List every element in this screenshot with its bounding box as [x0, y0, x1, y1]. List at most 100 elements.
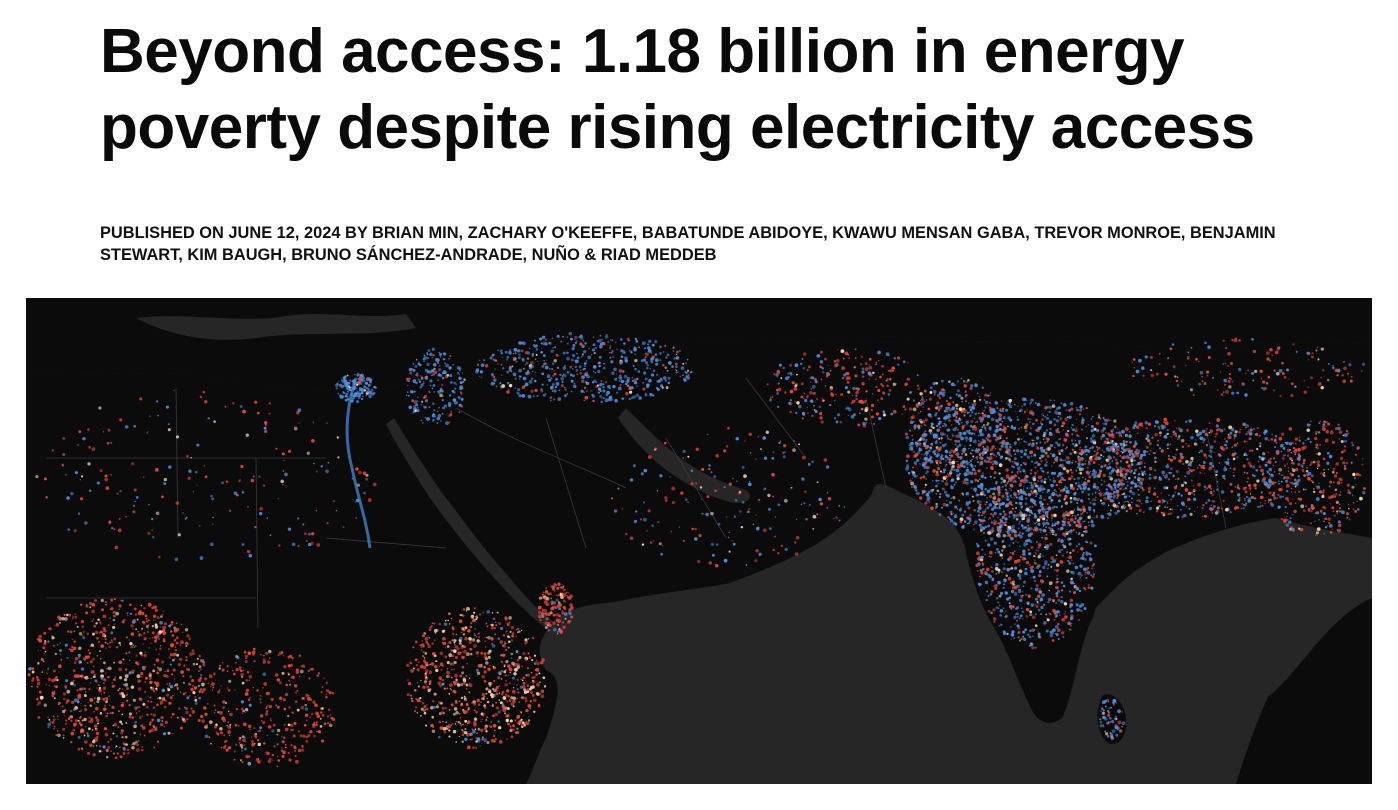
light-dot	[958, 407, 963, 412]
light-dot	[945, 479, 948, 482]
light-dot	[1054, 458, 1058, 462]
light-dot	[1074, 482, 1078, 485]
light-dot	[916, 405, 919, 408]
light-dot	[626, 384, 630, 388]
light-dot	[892, 409, 897, 414]
light-dot	[413, 709, 417, 713]
light-dot	[562, 625, 566, 629]
light-dot	[1111, 431, 1113, 433]
light-dot	[1105, 432, 1107, 434]
light-dot	[1326, 461, 1330, 465]
light-dot	[911, 482, 914, 485]
light-dot	[1080, 533, 1084, 537]
light-dot	[522, 681, 526, 685]
light-dot	[1044, 546, 1046, 549]
light-dot	[1111, 720, 1115, 724]
light-dot	[1348, 491, 1352, 495]
light-dot	[1267, 501, 1270, 503]
light-dot	[614, 377, 618, 381]
light-dot	[1148, 491, 1150, 493]
light-dot	[1170, 508, 1174, 511]
light-dot	[1135, 448, 1139, 452]
light-dot	[1103, 480, 1106, 483]
light-dot	[1047, 510, 1050, 513]
light-dot	[634, 358, 638, 363]
light-dot	[568, 331, 573, 336]
light-dot	[544, 338, 547, 341]
city-lights-layer	[27, 331, 1366, 768]
light-dot	[1057, 415, 1060, 418]
light-dot	[1040, 454, 1043, 458]
light-dot	[561, 381, 564, 383]
light-dot	[1227, 435, 1232, 440]
light-dot	[1073, 582, 1075, 585]
light-dot	[875, 363, 877, 366]
light-dot	[449, 394, 452, 397]
light-dot	[990, 611, 993, 615]
light-dot	[793, 387, 798, 391]
light-dot	[1006, 525, 1008, 528]
light-dot	[1305, 466, 1309, 470]
light-dot	[1113, 419, 1117, 423]
light-dot	[967, 517, 971, 521]
light-dot	[820, 350, 823, 354]
light-dot	[1075, 418, 1078, 421]
light-dot	[1089, 458, 1093, 462]
light-dot	[1077, 435, 1080, 437]
light-dot	[1091, 493, 1094, 495]
light-dot	[453, 399, 456, 402]
light-dot	[1067, 460, 1071, 465]
light-dot	[1091, 425, 1094, 428]
light-dot	[1316, 467, 1319, 470]
light-dot	[493, 378, 497, 382]
light-dot	[1093, 573, 1096, 576]
light-dot	[853, 367, 855, 369]
light-dot	[1118, 433, 1122, 437]
light-dot	[1121, 725, 1123, 728]
light-dot	[502, 367, 505, 370]
light-dot	[1262, 452, 1266, 456]
light-dot	[1046, 617, 1048, 620]
light-dot	[935, 411, 938, 415]
light-dot	[885, 352, 890, 357]
light-dot	[1095, 446, 1099, 449]
light-dot	[923, 467, 926, 470]
light-dot	[415, 374, 419, 377]
light-dot	[1135, 463, 1138, 466]
light-dot	[1023, 440, 1026, 443]
light-dot	[1064, 501, 1068, 505]
light-dot	[1124, 427, 1129, 431]
light-dot	[616, 391, 619, 394]
light-dot	[1061, 463, 1064, 466]
light-dot	[1213, 505, 1216, 508]
light-dot	[1031, 501, 1033, 504]
light-dot	[969, 386, 973, 390]
light-dot	[685, 362, 687, 365]
light-dot	[1010, 566, 1014, 570]
light-dot	[619, 359, 622, 362]
light-dot	[1077, 521, 1080, 524]
light-dot	[599, 344, 603, 349]
light-dot	[348, 386, 351, 389]
light-dot	[956, 476, 960, 481]
light-dot	[1079, 576, 1082, 579]
light-dot	[932, 480, 934, 482]
light-dot	[964, 453, 968, 456]
light-dot	[1085, 437, 1089, 440]
light-dot	[1335, 500, 1338, 503]
light-dot	[868, 357, 872, 361]
light-dot	[998, 604, 1001, 607]
light-dot	[1011, 471, 1014, 474]
light-dot	[642, 358, 646, 362]
light-dot	[1335, 492, 1338, 495]
light-dot	[1124, 487, 1128, 490]
light-dot	[833, 417, 837, 420]
light-dot	[974, 426, 977, 429]
light-dot	[1225, 440, 1228, 443]
light-dot	[1118, 449, 1120, 451]
light-dot	[514, 387, 517, 390]
light-dot	[1128, 434, 1132, 437]
light-dot	[454, 723, 457, 725]
light-dot	[938, 405, 942, 410]
light-dot	[1002, 586, 1005, 590]
